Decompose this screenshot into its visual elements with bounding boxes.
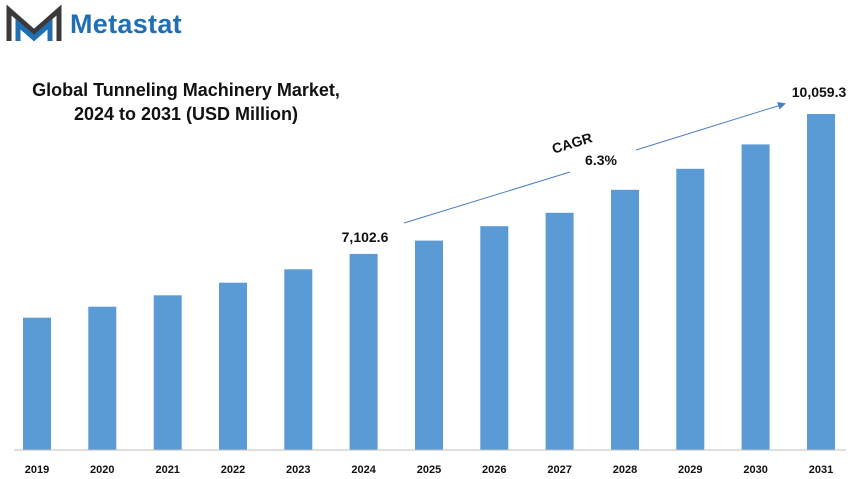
- bar-2026: [480, 226, 509, 450]
- x-tick-label-2021: 2021: [155, 464, 179, 476]
- bar-2031: [807, 114, 835, 450]
- x-tick-label-2027: 2027: [547, 464, 571, 476]
- x-tick-label-2022: 2022: [221, 464, 245, 476]
- cagr-value: 6.3%: [585, 152, 617, 168]
- x-tick-label-2019: 2019: [25, 464, 49, 476]
- cagr-arrow-line-right: [635, 101, 786, 151]
- x-tick-label-2026: 2026: [482, 464, 506, 476]
- bar-2030: [741, 144, 770, 450]
- bar-2029: [676, 168, 705, 451]
- brand-logo: Metastat: [6, 4, 182, 44]
- bar-2023: [284, 269, 313, 450]
- x-tick-label-2020: 2020: [90, 464, 114, 476]
- bar-2021: [153, 295, 182, 450]
- end-value-label: 10,059.3: [792, 84, 847, 100]
- metastat-m-logo-icon: [6, 4, 62, 42]
- bars-group: [23, 114, 835, 451]
- bar-2020: [88, 306, 117, 450]
- x-tick-label-2031: 2031: [809, 464, 833, 476]
- start-value-label: 7,102.6: [342, 229, 389, 245]
- x-tick-labels: 2019 2020 2021 2022 2023 2024 2025 2026 2027 2028…: [25, 464, 833, 476]
- cagr-arrow-line-left: [403, 171, 571, 224]
- x-tick-label-2024: 2024: [351, 464, 376, 476]
- bar-2027: [545, 212, 574, 450]
- chart-title: Global Tunneling Machinery Market, 2024 …: [8, 78, 364, 126]
- bar-2025: [415, 240, 443, 450]
- bar-2022: [219, 282, 247, 450]
- bar-2024: [349, 253, 378, 450]
- x-tick-label-2030: 2030: [743, 464, 767, 476]
- bar-2028: [611, 189, 639, 451]
- x-tick-label-2028: 2028: [613, 464, 637, 476]
- brand-name: Metastat: [70, 8, 182, 39]
- chart-title-line-1: Global Tunneling Machinery Market,: [32, 80, 340, 100]
- x-tick-label-2029: 2029: [678, 464, 702, 476]
- x-tick-label-2025: 2025: [417, 464, 441, 476]
- chart-title-line-2: 2024 to 2031 (USD Million): [73, 104, 299, 124]
- bar-2019: [23, 317, 51, 450]
- x-tick-label-2023: 2023: [286, 464, 310, 476]
